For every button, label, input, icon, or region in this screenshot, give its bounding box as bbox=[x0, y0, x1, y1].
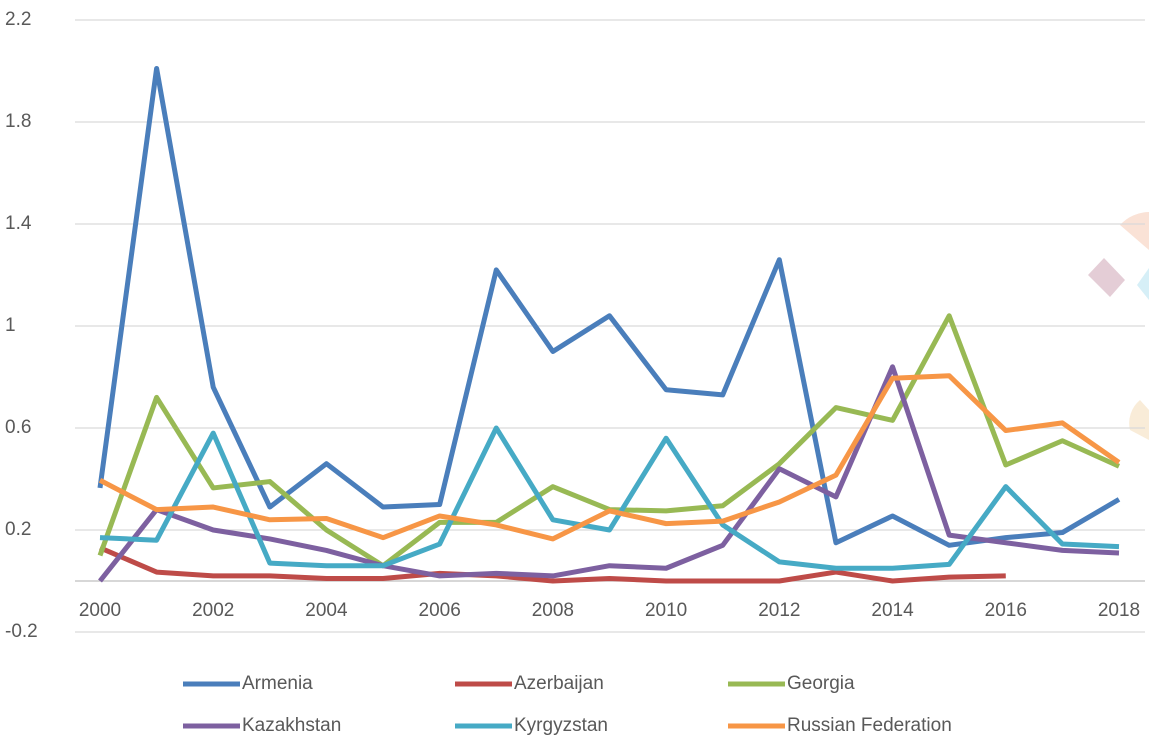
x-tick-label: 2016 bbox=[985, 600, 1027, 621]
x-tick-label: 2000 bbox=[79, 600, 121, 621]
legend-label: Armenia bbox=[242, 673, 313, 694]
y-tick-label: -0.2 bbox=[5, 621, 38, 642]
y-tick-label: 2.2 bbox=[5, 9, 31, 30]
watermark-shape bbox=[1120, 212, 1149, 250]
series-line bbox=[100, 376, 1119, 539]
x-tick-label: 2006 bbox=[419, 600, 461, 621]
watermark-shape bbox=[1129, 400, 1149, 440]
legend-label: Kazakhstan bbox=[242, 715, 341, 736]
series-line bbox=[100, 428, 1119, 568]
x-tick-label: 2002 bbox=[192, 600, 234, 621]
y-tick-label: 1.4 bbox=[5, 213, 32, 234]
legend-label: Russian Federation bbox=[787, 715, 952, 736]
x-tick-label: 2014 bbox=[871, 600, 914, 621]
legend-label: Azerbaijan bbox=[514, 673, 604, 694]
x-tick-label: 2008 bbox=[532, 600, 574, 621]
y-tick-label: 1 bbox=[5, 315, 16, 336]
legend-label: Georgia bbox=[787, 673, 855, 694]
y-tick-label: 0.2 bbox=[5, 519, 31, 540]
x-tick-label: 2012 bbox=[758, 600, 800, 621]
chart: -0.2 0.2 0.6 1 1.4 1.8 2.2 2000 2002 2004 2006 2008… bbox=[0, 0, 1149, 740]
x-tick-label: 2004 bbox=[305, 600, 348, 621]
y-tick-label: 0.6 bbox=[5, 417, 31, 438]
series-line bbox=[100, 68, 1119, 545]
x-tick-label: 2018 bbox=[1098, 600, 1140, 621]
watermark-shape bbox=[1137, 268, 1149, 300]
legend-label: Kyrgyzstan bbox=[514, 715, 608, 736]
x-tick-label: 2010 bbox=[645, 600, 687, 621]
watermark-shape bbox=[1088, 258, 1125, 297]
y-tick-label: 1.8 bbox=[5, 111, 31, 132]
